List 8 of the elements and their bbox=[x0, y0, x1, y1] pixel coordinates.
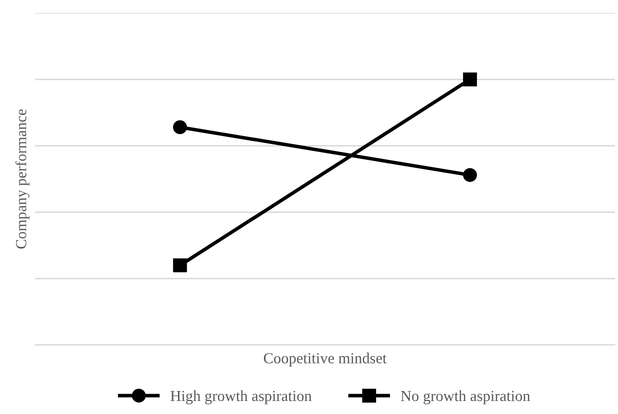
point bbox=[173, 258, 187, 272]
y-axis-title: Company performance bbox=[15, 109, 30, 249]
point bbox=[463, 72, 477, 86]
point bbox=[463, 168, 477, 182]
legend-label: No growth aspiration bbox=[400, 390, 530, 404]
legend-label: High growth aspiration bbox=[170, 390, 312, 404]
point bbox=[173, 120, 187, 134]
x-axis-title: Coopetitive mindset bbox=[264, 352, 387, 366]
